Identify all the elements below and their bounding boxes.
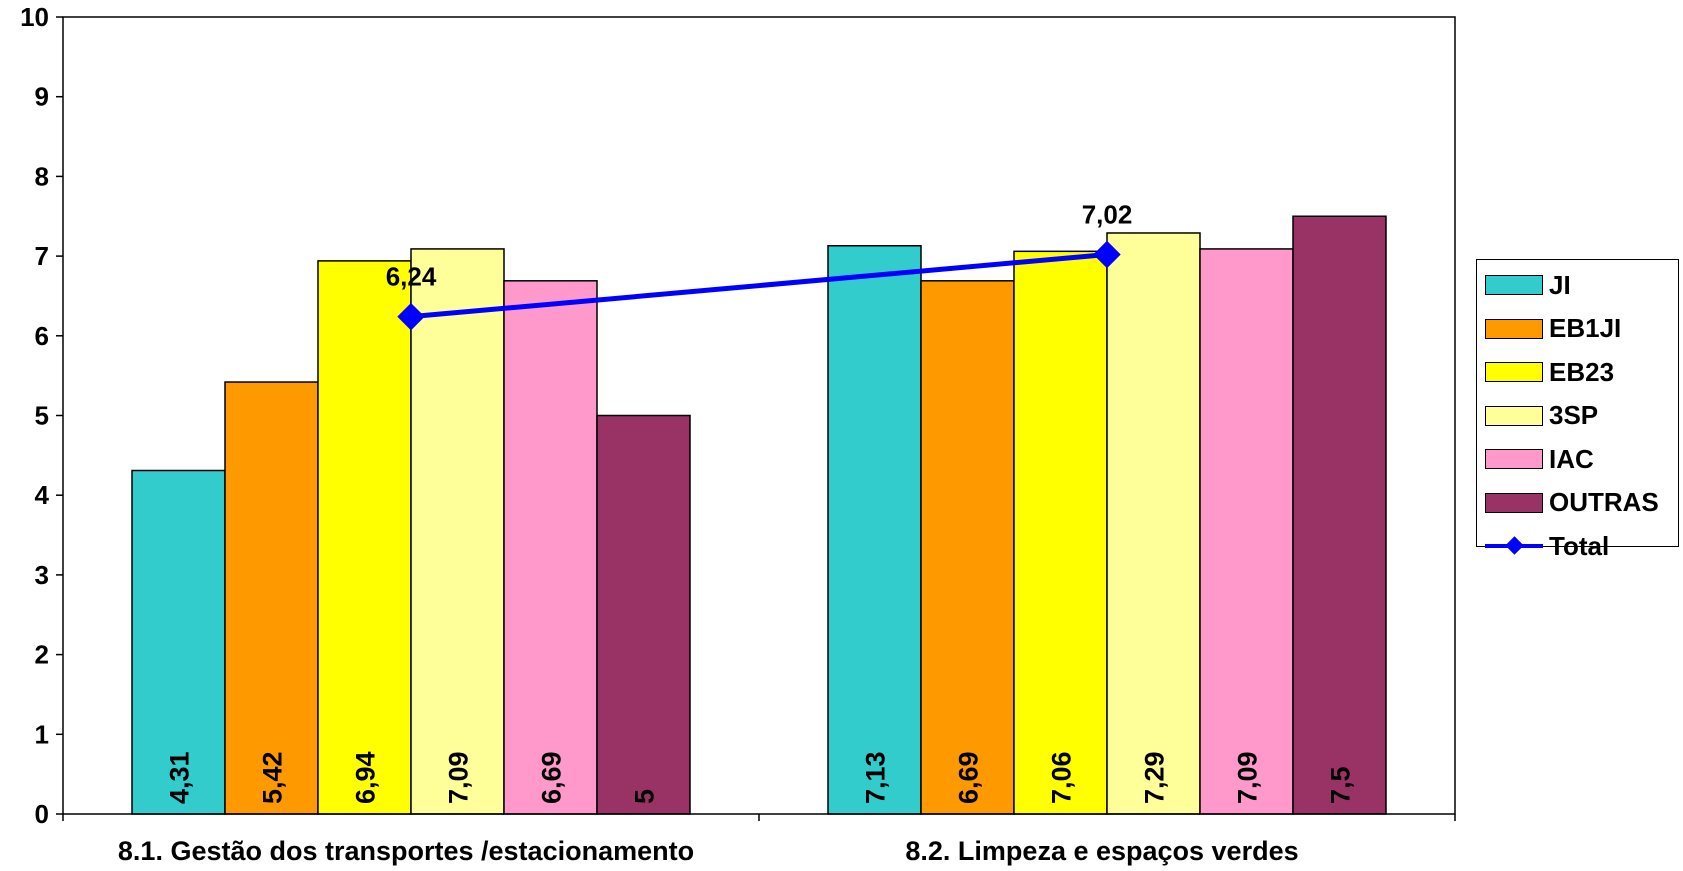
data-label-outras-2: 7,5 bbox=[1326, 766, 1356, 804]
y-tick-label-7: 7 bbox=[35, 241, 49, 271]
total-marker-1 bbox=[397, 302, 425, 331]
bar-eb23-2 bbox=[1013, 250, 1108, 815]
legend-label-3sp: 3SP bbox=[1549, 400, 1599, 430]
legend-swatch-iac bbox=[1485, 449, 1543, 469]
bar-outras-2 bbox=[1292, 215, 1387, 815]
total-marker-2 bbox=[1093, 240, 1121, 269]
total-label-1: 6,24 bbox=[386, 262, 437, 292]
legend-swatch-eb23 bbox=[1485, 362, 1543, 382]
legend-item-total: Total bbox=[1485, 530, 1610, 561]
legend-label-eb23: EB23 bbox=[1549, 356, 1615, 387]
bar-3sp-1 bbox=[410, 248, 505, 815]
legend-label-ji: JI bbox=[1549, 269, 1571, 300]
legend-item-ji: JI bbox=[1485, 269, 1571, 300]
bar-eb1ji-2 bbox=[920, 280, 1015, 815]
bar-ji-1 bbox=[131, 469, 226, 815]
legend-swatch-eb1ji bbox=[1485, 318, 1543, 339]
legend-label-eb1ji: EB1JI bbox=[1549, 313, 1622, 343]
legend-item-3sp: 3SP bbox=[1485, 400, 1599, 430]
legend: JI EB1JI EB23 3SP IAC OUTRAS Total bbox=[1476, 259, 1679, 561]
data-label-iac-2: 7,09 bbox=[1233, 751, 1263, 804]
legend-label-iac: IAC bbox=[1549, 443, 1594, 474]
x-tick-label-1: 8.1. Gestão dos transportes /estacioname… bbox=[118, 836, 694, 866]
data-label-3sp-1: 7,09 bbox=[444, 751, 474, 804]
y-tick-label-5: 5 bbox=[35, 401, 49, 431]
bar-eb23-1 bbox=[317, 260, 412, 815]
data-label-3sp-2: 7,29 bbox=[1140, 751, 1170, 804]
y-tick-label-8: 8 bbox=[35, 161, 49, 191]
data-labels-layer: 4,31 5,42 6,94 7,09 6,69 5 7,13 6,69 7,06 7,29 7,0… bbox=[165, 751, 1356, 804]
legend-swatch-outras bbox=[1485, 492, 1543, 513]
legend-item-eb1ji: EB1JI bbox=[1485, 313, 1622, 343]
total-line bbox=[410, 252, 1108, 320]
legend-item-eb23: EB23 bbox=[1485, 356, 1615, 387]
legend-label-total: Total bbox=[1549, 530, 1610, 561]
bar-3sp-2 bbox=[1106, 232, 1201, 815]
y-tick-label-3: 3 bbox=[35, 560, 49, 590]
total-label-2: 7,02 bbox=[1082, 200, 1133, 230]
data-label-eb23-1: 6,94 bbox=[351, 751, 381, 804]
y-tick-label-0: 0 bbox=[35, 799, 49, 829]
bar-outras-1 bbox=[596, 414, 691, 815]
legend-item-outras: OUTRAS bbox=[1485, 487, 1659, 517]
data-label-eb1ji-2: 6,69 bbox=[954, 751, 984, 804]
bar-iac-2 bbox=[1199, 248, 1294, 815]
bar-ji-2 bbox=[827, 244, 922, 815]
y-tick-label-6: 6 bbox=[35, 321, 49, 351]
total-line-layer: 6,24 7,02 bbox=[386, 200, 1133, 331]
legend-swatch-3sp bbox=[1485, 405, 1543, 426]
data-label-ji-1: 4,31 bbox=[165, 751, 195, 804]
legend-label-outras: OUTRAS bbox=[1549, 487, 1659, 517]
legend-item-iac: IAC bbox=[1485, 443, 1594, 474]
y-tick-label-10: 10 bbox=[20, 2, 49, 32]
bars-layer bbox=[131, 215, 1387, 815]
data-label-ji-2: 7,13 bbox=[861, 751, 891, 804]
y-tick-label-4: 4 bbox=[35, 480, 50, 510]
x-tick-label-2: 8.2. Limpeza e espaços verdes bbox=[905, 836, 1298, 866]
data-label-eb1ji-1: 5,42 bbox=[258, 751, 288, 804]
legend-swatch-total bbox=[1485, 536, 1543, 556]
y-tick-label-2: 2 bbox=[35, 640, 49, 670]
bar-eb1ji-1 bbox=[224, 381, 319, 815]
axes-layer: 8.1. Gestão dos transportes /estacioname… bbox=[20, 2, 1456, 866]
data-label-iac-1: 6,69 bbox=[537, 751, 567, 804]
legend-swatch-ji bbox=[1485, 275, 1543, 295]
bar-iac-1 bbox=[503, 280, 598, 815]
y-tick-label-9: 9 bbox=[35, 82, 49, 112]
y-tick-label-1: 1 bbox=[35, 719, 49, 749]
data-label-eb23-2: 7,06 bbox=[1047, 751, 1077, 804]
data-label-outras-1: 5 bbox=[630, 789, 660, 804]
